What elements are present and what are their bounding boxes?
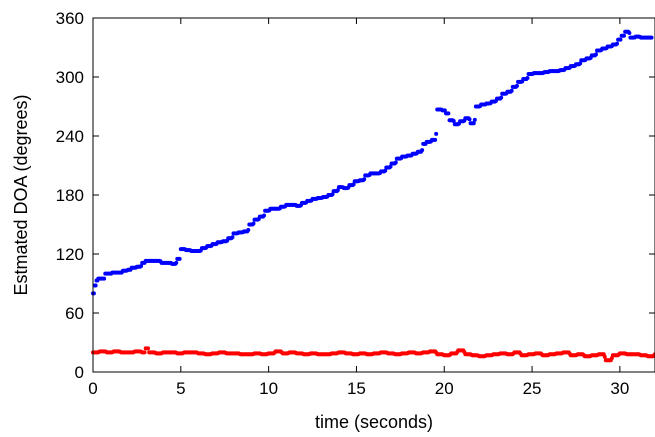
data-point: [230, 235, 235, 240]
data-point: [467, 117, 472, 122]
data-point: [649, 35, 654, 40]
data-point: [251, 221, 256, 226]
data-point: [509, 88, 514, 93]
data-point: [514, 83, 519, 88]
data-point: [330, 192, 335, 197]
data-point: [246, 228, 251, 233]
data-point: [434, 131, 439, 136]
data-point: [446, 111, 451, 116]
data-point: [174, 260, 179, 265]
data-point: [618, 37, 623, 42]
data-point: [578, 61, 583, 66]
data-point: [177, 256, 182, 261]
x-tick-label: 20: [435, 379, 454, 398]
y-tick-label: 180: [56, 186, 84, 205]
x-tick-label: 25: [523, 379, 542, 398]
data-point: [262, 213, 267, 218]
plot-frame: [92, 17, 655, 373]
x-tick-label: 0: [88, 379, 97, 398]
data-point: [627, 30, 632, 35]
data-point: [451, 119, 456, 124]
data-point: [621, 33, 626, 38]
y-tick-label: 240: [56, 127, 84, 146]
data-point: [420, 148, 425, 153]
red-series: [91, 346, 655, 363]
data-point: [602, 354, 607, 359]
data-point: [593, 52, 598, 57]
x-tick-label: 5: [176, 379, 185, 398]
data-point: [388, 164, 393, 169]
data-point: [383, 168, 388, 173]
y-tick-label: 60: [65, 304, 84, 323]
x-tick-label: 30: [610, 379, 629, 398]
x-tick-label: 10: [259, 379, 278, 398]
data-point: [335, 188, 340, 193]
y-tick-label: 360: [56, 9, 84, 28]
data-point: [93, 283, 98, 288]
data-point: [139, 264, 144, 268]
y-axis-title: Estmated DOA (degrees): [11, 94, 31, 295]
y-tick-label: 120: [56, 245, 84, 264]
y-tick-label: 300: [56, 68, 84, 87]
series-layer: [91, 29, 655, 363]
data-point: [146, 346, 151, 351]
data-point: [499, 95, 504, 100]
y-tick-label: 0: [75, 363, 84, 382]
x-axis-title: time (seconds): [315, 412, 433, 432]
data-point: [471, 121, 476, 126]
data-point: [351, 182, 356, 187]
blue-series: [91, 29, 654, 296]
data-point: [615, 41, 620, 46]
data-point: [472, 117, 477, 122]
x-tick-label: 15: [347, 379, 366, 398]
data-point: [433, 137, 438, 142]
data-point: [525, 75, 530, 80]
data-point: [91, 291, 96, 296]
data-point: [102, 276, 107, 281]
data-point: [142, 350, 147, 355]
data-point: [393, 160, 398, 165]
data-point: [362, 177, 367, 182]
